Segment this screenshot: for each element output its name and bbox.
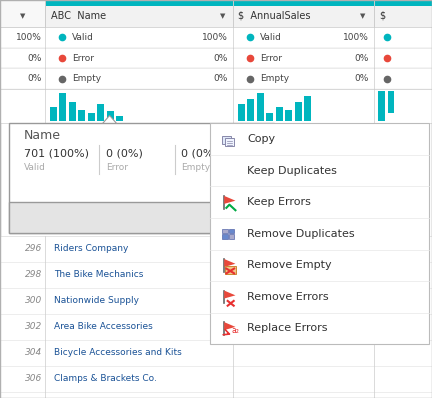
Text: The Bike Mechanics: The Bike Mechanics (54, 270, 143, 279)
Text: Clamps & Brackets Co.: Clamps & Brackets Co. (54, 375, 157, 384)
Text: $: $ (379, 11, 385, 21)
Bar (9, 202, 274, 233)
Bar (0, 48, 432, 68)
Bar (0, 340, 432, 366)
Text: 100%: 100% (202, 33, 228, 42)
Polygon shape (224, 196, 235, 204)
Text: 300: 300 (25, 296, 42, 305)
Bar (0, 392, 432, 398)
Text: 100%: 100% (16, 33, 42, 42)
Bar (229, 229, 234, 233)
Text: 0%: 0% (214, 74, 228, 83)
Text: a₂: a₂ (231, 326, 239, 335)
Bar (257, 93, 264, 121)
Bar (0, 314, 432, 340)
Text: Empty: Empty (72, 74, 101, 83)
Text: 302: 302 (25, 322, 42, 332)
Bar (238, 104, 245, 121)
Polygon shape (103, 115, 117, 123)
Text: 0%: 0% (354, 54, 368, 62)
Text: 0%: 0% (28, 54, 42, 62)
Text: Error: Error (72, 54, 94, 62)
Text: 800,000.00: 800,000.00 (251, 126, 294, 135)
Text: Nationwide Supply: Nationwide Supply (54, 296, 139, 305)
Bar (0, 89, 432, 123)
Bar (78, 110, 85, 121)
Bar (0, 27, 432, 48)
Text: Empty: Empty (260, 74, 289, 83)
Bar (378, 91, 385, 121)
Text: Error: Error (260, 54, 282, 62)
Text: istinct, 0 unique: istinct, 0 unique (164, 126, 226, 135)
Text: ▼: ▼ (20, 13, 25, 19)
Polygon shape (224, 291, 235, 298)
Bar (388, 91, 394, 113)
Text: 0%: 0% (214, 54, 228, 62)
Bar (222, 136, 231, 144)
Text: Valid: Valid (260, 33, 282, 42)
Bar (225, 266, 236, 274)
Text: Remove Empty: Remove Empty (247, 260, 332, 270)
Text: Empty: Empty (181, 163, 210, 172)
Text: 701 (100%): 701 (100%) (24, 148, 89, 158)
Text: 100%: 100% (343, 33, 368, 42)
Bar (0, 68, 432, 89)
Bar (266, 113, 273, 121)
Text: 296: 296 (25, 244, 42, 253)
Text: 306: 306 (25, 375, 42, 384)
Bar (9, 123, 274, 233)
Bar (0, 288, 432, 314)
Polygon shape (224, 259, 235, 267)
Text: 5 d: 5 d (378, 126, 390, 135)
Text: Error: Error (106, 163, 128, 172)
Text: Area Bike Accessories: Area Bike Accessories (54, 322, 153, 332)
Bar (276, 107, 283, 121)
Bar (0, 236, 432, 262)
Bar (222, 234, 228, 238)
Bar (97, 104, 104, 121)
Text: ABC  Name: ABC Name (51, 11, 106, 21)
Bar (69, 101, 76, 121)
Text: ▼: ▼ (220, 13, 225, 19)
Bar (88, 113, 95, 121)
Bar (107, 111, 114, 121)
Text: Keep Duplicates: Keep Duplicates (247, 166, 337, 176)
Text: Copy: Copy (247, 134, 275, 144)
Text: 0%: 0% (354, 74, 368, 83)
Bar (116, 116, 123, 121)
Text: Replace Errors: Replace Errors (247, 324, 327, 334)
Polygon shape (224, 322, 235, 330)
Text: 298: 298 (25, 270, 42, 279)
Text: Name: Name (24, 129, 61, 142)
Bar (229, 234, 234, 238)
Bar (0, 262, 432, 288)
Text: Valid: Valid (72, 33, 94, 42)
Text: Remove Duplicates: Remove Duplicates (247, 229, 355, 239)
Bar (50, 107, 57, 121)
Bar (295, 101, 302, 121)
Bar (304, 96, 311, 121)
Text: Remove Errors: Remove Errors (247, 292, 329, 302)
Bar (0, 366, 432, 392)
Text: Bicycle Accessories and Kits: Bicycle Accessories and Kits (54, 348, 182, 357)
Text: 0%: 0% (28, 74, 42, 83)
Bar (210, 123, 429, 344)
Bar (222, 229, 228, 233)
Bar (247, 99, 254, 121)
Text: 304: 304 (25, 348, 42, 357)
Text: 0 (0%): 0 (0%) (106, 148, 143, 158)
Text: Keep Errors: Keep Errors (247, 197, 311, 207)
Text: ···: ··· (245, 211, 257, 224)
Bar (59, 93, 66, 121)
Text: Riders Company: Riders Company (54, 244, 128, 253)
Bar (225, 138, 234, 146)
Text: $  AnnualSales: $ AnnualSales (238, 11, 311, 21)
Text: 0 (0%): 0 (0%) (181, 148, 218, 158)
Text: Valid: Valid (24, 163, 46, 172)
Bar (0, 0, 432, 27)
Bar (0, 0, 432, 6)
Bar (285, 110, 292, 121)
Text: ▼: ▼ (360, 13, 365, 19)
Bar (0, 0, 45, 27)
